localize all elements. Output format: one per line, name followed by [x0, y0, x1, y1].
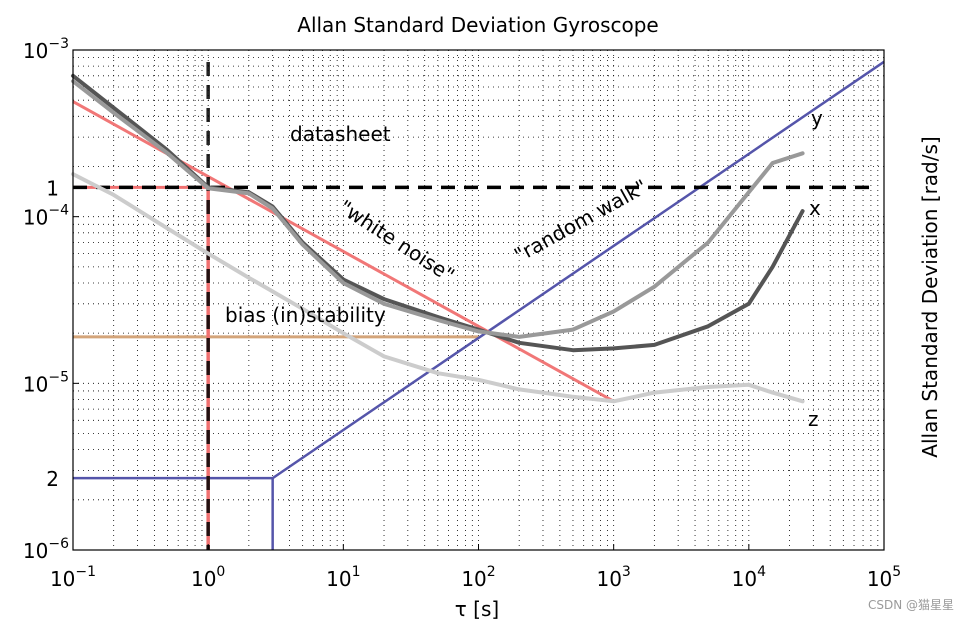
x-tick-label: 100	[191, 564, 225, 591]
data-series	[71, 73, 805, 404]
annotation-white-noise: "white noise"	[335, 195, 459, 287]
y-tick-label: 10−6	[23, 536, 69, 563]
x-tick-label: 105	[867, 564, 901, 591]
x-axis-label: τ [s]	[455, 597, 499, 619]
annotation-datasheet: datasheet	[290, 122, 391, 146]
x-tick-label: 10−1	[50, 564, 96, 591]
series-line-y	[71, 79, 805, 339]
y-tick-label: 10−5	[23, 369, 69, 396]
x-tick-label: 103	[596, 564, 630, 591]
y-axis-label: Allan Standard Deviation [rad/s]	[918, 136, 942, 457]
x-tick-label: 102	[461, 564, 495, 591]
series-label-y: y	[811, 106, 823, 130]
y-tick-label: 10−3	[23, 36, 69, 63]
x-tick-label: 104	[732, 564, 766, 591]
annotations: datasheet "white noise" "random walk" bi…	[225, 106, 823, 431]
x-tick-label: 101	[326, 564, 360, 591]
series-line-z	[71, 172, 805, 404]
tick-labels: 10−1 100 101 102 103 104 105 10−6 10−5 10−4 10−3 1 2	[23, 36, 901, 591]
grid	[73, 50, 884, 550]
y-mark-label: 1	[46, 176, 59, 200]
y-mark-label: 2	[46, 467, 59, 491]
series-label-x: x	[809, 196, 821, 220]
series-line-x	[71, 73, 805, 353]
series-label-z: z	[808, 407, 819, 431]
annotation-bias-instability: bias (in)stability	[225, 303, 386, 327]
random-walk-line	[73, 60, 885, 480]
watermark: CSDN @猫星星	[867, 598, 954, 612]
chart-title: Allan Standard Deviation Gyroscope	[297, 13, 658, 37]
y-tick-label: 10−4	[23, 203, 69, 230]
